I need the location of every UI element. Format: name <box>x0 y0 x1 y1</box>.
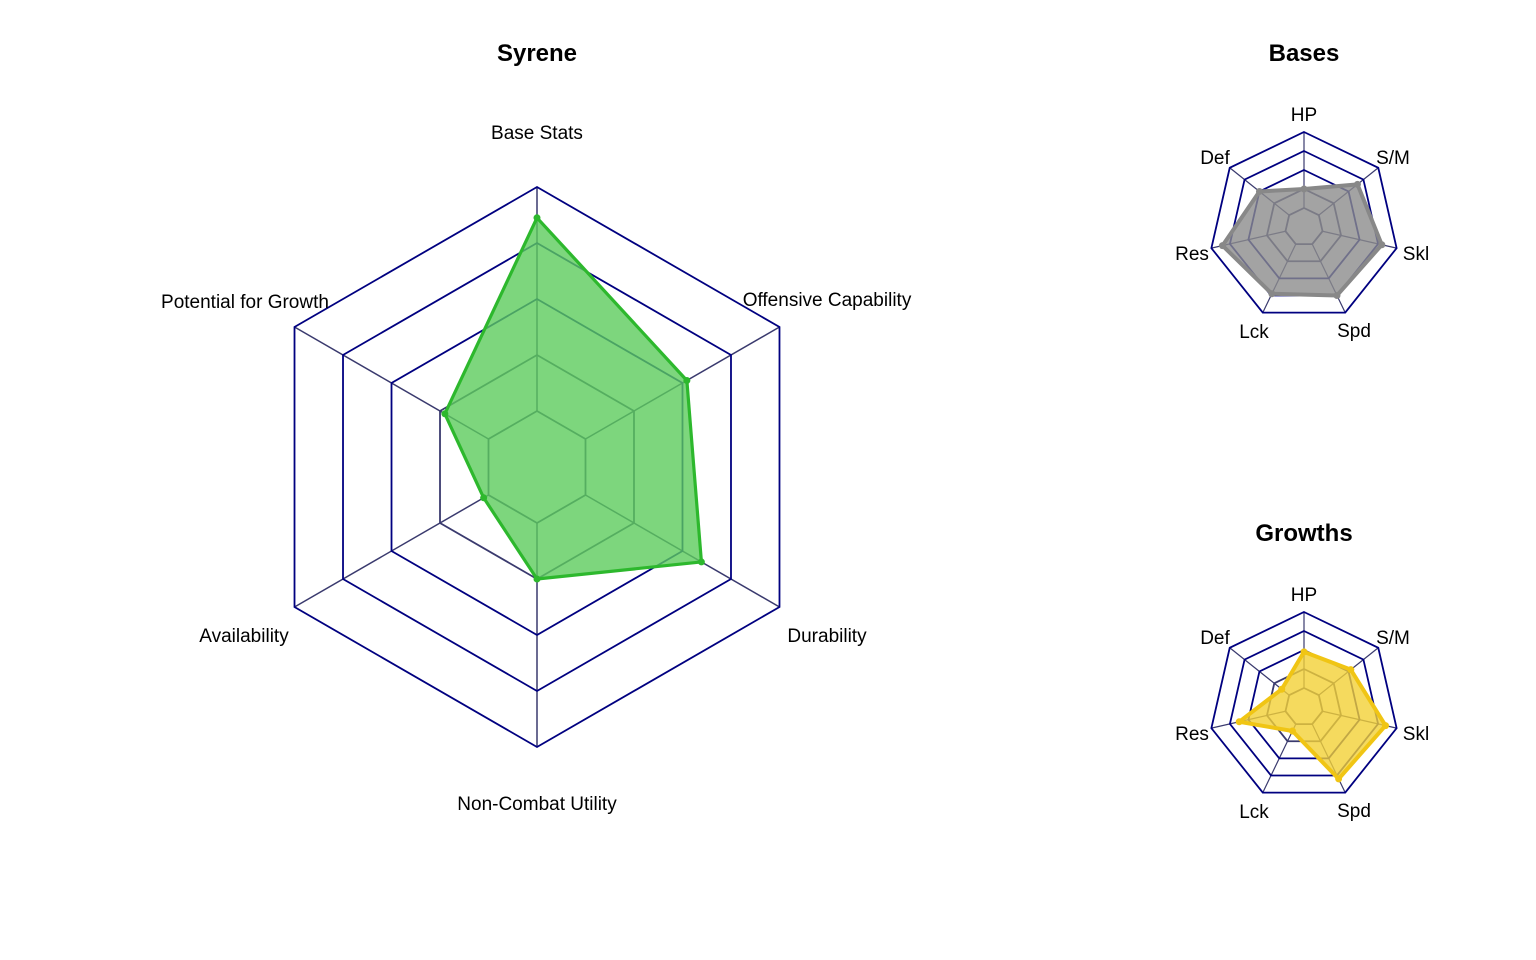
radar-point-0 <box>1300 648 1308 656</box>
chart-title: Growths <box>1255 520 1352 547</box>
radar-axis-labels: Base Stats Offensive Capability Durabili… <box>161 123 912 815</box>
axis-label-offensive-capability: Offensive Capability <box>743 290 912 311</box>
chart-title: Syrene <box>497 40 577 67</box>
radar-point-4 <box>1268 290 1276 298</box>
radar-point-3 <box>1335 775 1343 783</box>
radar-point-5 <box>441 410 449 418</box>
radar-point-3 <box>1333 291 1341 299</box>
syrene-radar-chart: Syrene Base Stats Offensive Capability D… <box>161 40 912 815</box>
radar-ring-4 <box>1228 630 1380 777</box>
radar-series <box>441 214 705 583</box>
axis-label-sm: S/M <box>1376 628 1410 649</box>
radar-point-6 <box>1255 187 1263 195</box>
radar-point-2 <box>1382 722 1389 730</box>
radar-point-0 <box>533 214 541 222</box>
axis-label-def: Def <box>1200 628 1230 649</box>
axis-label-skl: Skl <box>1403 724 1429 745</box>
axis-label-skl: Skl <box>1403 244 1429 265</box>
radar-point-3 <box>533 575 541 583</box>
radar-point-4 <box>1288 727 1296 735</box>
axis-label-availability: Availability <box>199 626 289 647</box>
axis-label-potential-for-growth: Potential for Growth <box>161 292 329 313</box>
radar-point-4 <box>480 494 488 502</box>
axis-label-sm: S/M <box>1376 148 1410 169</box>
axis-label-non-combat-utility: Non-Combat Utility <box>457 794 617 815</box>
radar-ring-5 <box>1210 611 1398 794</box>
radar-point-6 <box>1278 685 1286 693</box>
axis-label-def: Def <box>1200 148 1230 169</box>
axis-label-spd: Spd <box>1337 321 1371 342</box>
radar-series-area <box>443 216 704 581</box>
radar-point-2 <box>1378 241 1386 249</box>
radar-point-1 <box>683 376 691 384</box>
axis-label-hp: HP <box>1291 585 1317 606</box>
axis-label-res: Res <box>1175 244 1209 265</box>
radar-ring-4 <box>342 241 732 693</box>
radar-series-area <box>1237 649 1388 781</box>
axis-label-base-stats: Base Stats <box>491 123 583 144</box>
axis-label-spd: Spd <box>1337 801 1371 822</box>
axis-label-lck: Lck <box>1239 802 1269 823</box>
radar-series-area <box>1220 182 1384 298</box>
radar-series <box>1219 180 1386 299</box>
radar-ring-5 <box>1210 131 1398 314</box>
radar-point-5 <box>1219 242 1226 250</box>
radar-point-1 <box>1347 666 1355 674</box>
axis-label-durability: Durability <box>787 626 867 647</box>
radar-point-2 <box>697 558 705 566</box>
radar-ring-5 <box>293 185 781 749</box>
radar-series <box>1235 648 1389 783</box>
chart-title: Bases <box>1269 40 1340 67</box>
radar-axis-labels: HP S/M Skl Spd Lck Res Def <box>1175 105 1429 343</box>
axis-label-res: Res <box>1175 724 1209 745</box>
radar-axis-labels: HP S/M Skl Spd Lck Res Def <box>1175 585 1429 823</box>
radar-point-5 <box>1235 718 1243 726</box>
radar-point-0 <box>1300 185 1308 193</box>
bases-radar-chart: Bases HP S/M Skl Spd Lck Res Def <box>1175 40 1429 343</box>
axis-label-hp: HP <box>1291 105 1317 126</box>
radar-point-1 <box>1353 180 1361 188</box>
growths-radar-chart: Growths HP S/M Skl Spd Lck Res Def <box>1175 520 1429 823</box>
axis-label-lck: Lck <box>1239 322 1269 343</box>
